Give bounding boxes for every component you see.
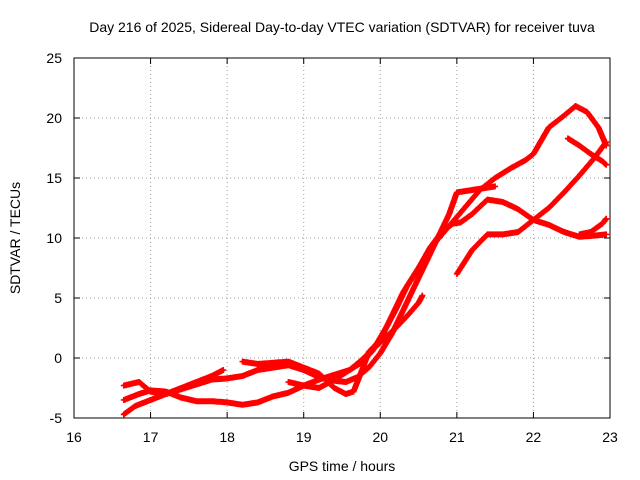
series-arc-5 xyxy=(285,292,426,391)
series-arc-8 xyxy=(576,215,610,238)
y-tick-label: 0 xyxy=(54,350,62,366)
series-arc-6 xyxy=(453,139,610,277)
x-tick-label: 23 xyxy=(602,429,618,445)
series-arc-3 xyxy=(120,183,499,397)
y-tick-label: 25 xyxy=(46,50,62,66)
chart-title: Day 216 of 2025, Sidereal Day-to-day VTE… xyxy=(89,19,595,35)
x-tick-label: 17 xyxy=(143,429,159,445)
series-point-markers xyxy=(120,183,499,397)
axis-ticks: 16 17 18 19 20 21 22 23 -5 0 5 10 15 20 25 xyxy=(46,50,618,445)
x-tick-label: 16 xyxy=(66,429,82,445)
y-tick-label: 10 xyxy=(46,230,62,246)
series-point-markers xyxy=(564,135,610,168)
series-point-markers xyxy=(239,103,610,397)
y-tick-label: 5 xyxy=(54,290,62,306)
series-arc-2 xyxy=(120,196,610,408)
x-axis-label: GPS time / hours xyxy=(289,458,396,474)
series-point-markers xyxy=(453,139,610,277)
x-tick-label: 20 xyxy=(372,429,388,445)
data-series xyxy=(120,103,610,418)
series-point-markers xyxy=(576,215,610,238)
series-point-markers xyxy=(285,292,426,391)
y-axis-label: SDTVAR / TECUs xyxy=(7,182,23,294)
y-tick-label: 20 xyxy=(46,110,62,126)
grid-lines xyxy=(74,58,610,418)
series-line xyxy=(241,104,608,396)
series-line xyxy=(122,185,497,396)
x-tick-label: 21 xyxy=(449,429,465,445)
series-arc-7 xyxy=(564,135,610,168)
x-tick-label: 22 xyxy=(526,429,542,445)
y-tick-label: 15 xyxy=(46,170,62,186)
x-tick-label: 19 xyxy=(296,429,312,445)
x-tick-label: 18 xyxy=(219,429,235,445)
y-tick-label: -5 xyxy=(50,410,63,426)
series-point-markers xyxy=(120,196,610,408)
series-arc-4 xyxy=(239,103,610,397)
